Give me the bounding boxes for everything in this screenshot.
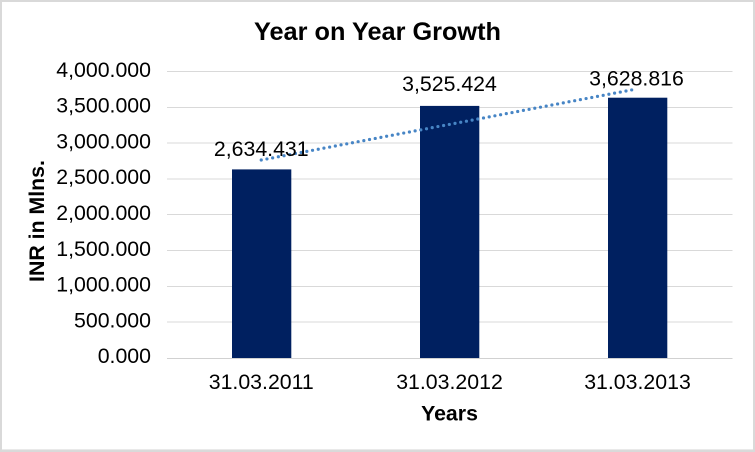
svg-text:1,000.000: 1,000.000: [56, 273, 151, 297]
svg-text:Year on Year Growth: Year on Year Growth: [254, 18, 501, 46]
svg-text:0.000: 0.000: [98, 344, 151, 368]
svg-text:Years: Years: [421, 402, 478, 426]
svg-text:2,000.000: 2,000.000: [56, 201, 151, 225]
svg-text:500.000: 500.000: [74, 308, 151, 332]
svg-text:1,500.000: 1,500.000: [56, 237, 151, 261]
svg-text:2,634.431: 2,634.431: [214, 137, 309, 161]
svg-text:31.03.2012: 31.03.2012: [396, 370, 503, 394]
svg-text:2,500.000: 2,500.000: [56, 165, 151, 189]
svg-text:3,628.816: 3,628.816: [589, 67, 684, 91]
svg-text:3,500.000: 3,500.000: [56, 94, 151, 118]
svg-text:31.03.2013: 31.03.2013: [584, 370, 691, 394]
svg-text:INR in Mlns.: INR in Mlns.: [25, 160, 49, 282]
svg-text:3,000.000: 3,000.000: [56, 129, 151, 153]
svg-text:31.03.2011: 31.03.2011: [209, 370, 314, 394]
svg-text:3,525.424: 3,525.424: [402, 72, 497, 96]
svg-text:4,000.000: 4,000.000: [56, 58, 151, 82]
